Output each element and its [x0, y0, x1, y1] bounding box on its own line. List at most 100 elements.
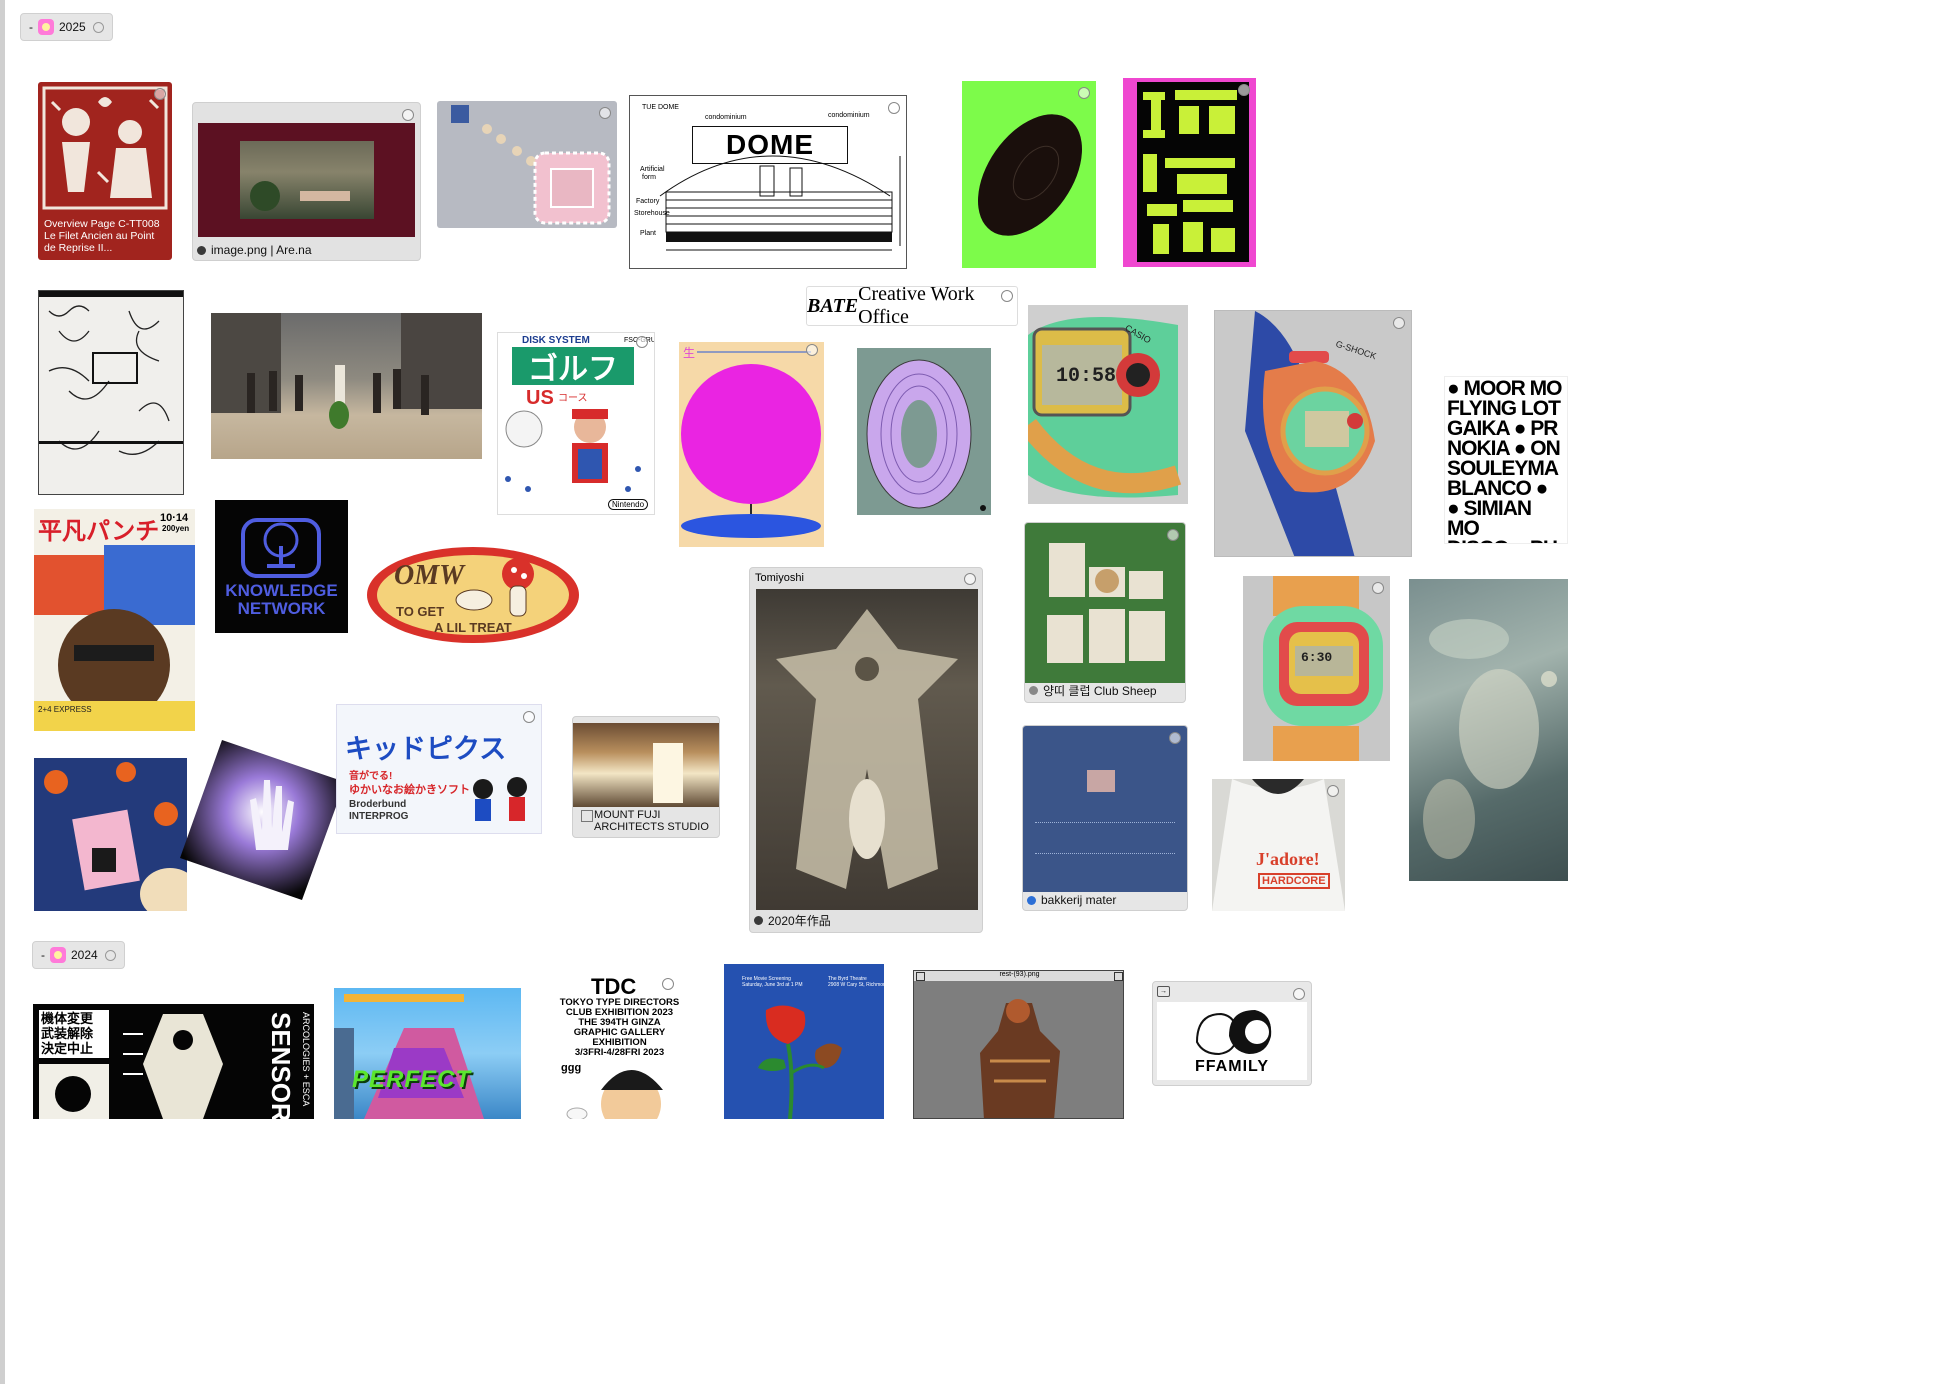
tabletop-photo: [44, 762, 187, 911]
block-gshock-side[interactable]: G-SHOCK: [1214, 310, 1412, 557]
link-icon: [197, 245, 206, 255]
magazine-cover-art: [34, 545, 195, 731]
patch-text: TO GET: [396, 604, 445, 619]
section-toggle-2024[interactable]: - 2024: [32, 941, 125, 969]
select-circle-icon[interactable]: [806, 344, 818, 356]
left-edge-scrollbar[interactable]: [0, 0, 5, 1384]
select-circle-icon[interactable]: [1169, 732, 1181, 744]
close-box-icon[interactable]: [916, 972, 925, 981]
movie-still-image: [211, 313, 482, 429]
block-green-poster[interactable]: [962, 81, 1096, 268]
block-ffamily[interactable]: → FFAMILY: [1152, 981, 1312, 1086]
zoom-box-icon[interactable]: [1114, 972, 1123, 981]
collapse-dash-icon[interactable]: -: [41, 948, 45, 962]
tshirt-print: HARDCORE: [1258, 873, 1330, 889]
collapse-dash-icon[interactable]: -: [29, 20, 33, 34]
select-circle-icon[interactable]: [92, 21, 104, 33]
diagram-label: condominium: [828, 112, 870, 119]
block-casio-watch[interactable]: 10:58 CASIO: [1028, 305, 1188, 504]
select-circle-icon[interactable]: [662, 978, 674, 990]
select-circle-icon[interactable]: [1001, 290, 1013, 302]
lineup-line: SOULEYMA: [1447, 457, 1559, 480]
block-western-still[interactable]: [211, 313, 482, 459]
block-autograph-sheet[interactable]: [38, 290, 184, 495]
block-heibon-punch[interactable]: 平凡パンチ 10·14 200yen 2+4 EXPRESS: [34, 509, 195, 731]
select-circle-icon[interactable]: [154, 88, 166, 100]
sheep-poster: [1025, 523, 1185, 683]
block-stamp-collage[interactable]: [437, 101, 617, 228]
block-oranges-photo[interactable]: [34, 758, 187, 911]
block-jadore-tshirt[interactable]: J'adore! HARDCORE: [1212, 779, 1345, 911]
dithered-figure-image: [914, 981, 1123, 1118]
disk-system-label: DISK SYSTEM: [522, 335, 590, 346]
diagram-label: Factory: [636, 198, 660, 205]
block-zero-poster[interactable]: [857, 348, 991, 515]
website-screenshot: [198, 123, 415, 237]
block-magenta-type-poster[interactable]: [1123, 78, 1256, 267]
block-tdc-poster[interactable]: TDC TOKYO TYPE DIRECTORS CLUB EXHIBITION…: [559, 974, 680, 1119]
block-le-filet[interactable]: Overview Page C-TT008 Le Filet Ancien au…: [38, 82, 172, 260]
block-sun-poster[interactable]: 生: [679, 342, 824, 547]
block-rest93-window[interactable]: rest-(93).png: [913, 970, 1124, 1119]
bate-wordmark: BATE: [807, 294, 859, 317]
block-kidpix-box[interactable]: キッドピクス 音がでる! ゆかいなお絵かきソフト Broderbund INTE…: [336, 704, 542, 834]
globe-icon: [1027, 895, 1036, 905]
golf-subtitle: US: [526, 387, 554, 409]
select-circle-icon[interactable]: [888, 102, 900, 114]
select-circle-icon[interactable]: [1393, 317, 1405, 329]
select-circle-icon[interactable]: [1078, 87, 1090, 99]
select-circle-icon[interactable]: [964, 573, 976, 585]
papercut-illustration: [42, 86, 168, 210]
knowledge-network-wordmark: KNOWLEDGE NETWORK: [221, 582, 342, 618]
broderbund-logo: Broderbund: [349, 799, 407, 810]
select-circle-icon[interactable]: [104, 949, 116, 961]
select-circle-icon[interactable]: [1238, 84, 1250, 96]
arrow-link-icon[interactable]: →: [1157, 986, 1170, 997]
block-club-sheep[interactable]: 양띠 클럽 Club Sheep: [1024, 522, 1186, 703]
select-circle-icon[interactable]: [402, 109, 414, 121]
watch-photo: [1028, 317, 1182, 498]
block-bate-logo[interactable]: BATE Creative Work Office: [806, 286, 1018, 326]
block-golf-box[interactable]: DISK SYSTEM FSC-GRUE ゴルフ US コース Nintendo: [497, 332, 655, 515]
block-arena-image[interactable]: image.png | Are.na: [192, 102, 421, 261]
select-circle-icon[interactable]: [636, 336, 648, 348]
block-omw-patch[interactable]: OMW TO GET A LIL TREAT: [364, 544, 582, 646]
select-circle-icon[interactable]: [1167, 529, 1179, 541]
section-toggle-2025[interactable]: - 2025: [20, 13, 113, 41]
nintendo-logo: Nintendo: [608, 499, 649, 510]
stamp-collage-image: [451, 105, 611, 225]
tshirt-print: J'adore!: [1256, 849, 1320, 869]
caption-text: 양띠 클럽 Club Sheep: [1043, 684, 1157, 698]
select-circle-icon[interactable]: [599, 107, 611, 119]
ggg-logo: ggg: [561, 1062, 582, 1074]
tshirt-photo: [1212, 779, 1345, 911]
block-fairy-painting[interactable]: [1409, 579, 1568, 881]
patch-text: A LIL TREAT: [434, 620, 512, 635]
block-bakkerij[interactable]: bakkerij mater: [1022, 725, 1188, 911]
block-gshock-front[interactable]: 6:30: [1243, 576, 1390, 761]
magazine-title: 平凡パンチ: [38, 518, 160, 545]
block-dome-diagram[interactable]: TUE DOME condominium condominium DOME Ar…: [629, 95, 907, 269]
caption-text: MOUNT FUJI ARCHITECTS STUDIO: [594, 809, 709, 833]
select-circle-icon[interactable]: [523, 711, 535, 723]
block-knowledge-network[interactable]: KNOWLEDGE NETWORK: [215, 500, 348, 633]
block-glowing-hand[interactable]: [180, 740, 345, 900]
kidpix-subtitle: 音がでる!: [349, 771, 393, 782]
block-mount-fuji[interactable]: MOUNT FUJI ARCHITECTS STUDIO: [572, 716, 720, 838]
block-flower-poster[interactable]: Free Movie Screening Saturday, June 3rd …: [724, 964, 884, 1119]
select-circle-icon[interactable]: [1327, 785, 1339, 797]
diagram-label: Artificial: [640, 166, 665, 173]
magazine-price: 200yen: [162, 524, 190, 533]
caption-text: image.png | Are.na: [211, 243, 312, 257]
select-circle-icon[interactable]: [1372, 582, 1384, 594]
lineup-line: ● SIMIAN MO: [1447, 497, 1532, 540]
page-icon: [581, 810, 593, 822]
lineup-line: DISCO ● PH: [1447, 538, 1567, 543]
interior-photo: [240, 141, 374, 219]
block-perfect-game[interactable]: PERFECT: [334, 988, 521, 1119]
block-festival-lineup[interactable]: ● MOOR MO FLYING LOT GAIKA ● PR NOKIA ● …: [1444, 376, 1568, 544]
block-mecha-manga[interactable]: 機体変更 武装解除 決定中止 SENSORU ARCOLOGIES + ESCA: [33, 1004, 314, 1119]
block-tomiyoshi[interactable]: Tomiyoshi 2020年作品: [749, 567, 983, 933]
select-circle-icon[interactable]: [1293, 988, 1305, 1000]
black-disc-graphic: [977, 114, 1083, 236]
